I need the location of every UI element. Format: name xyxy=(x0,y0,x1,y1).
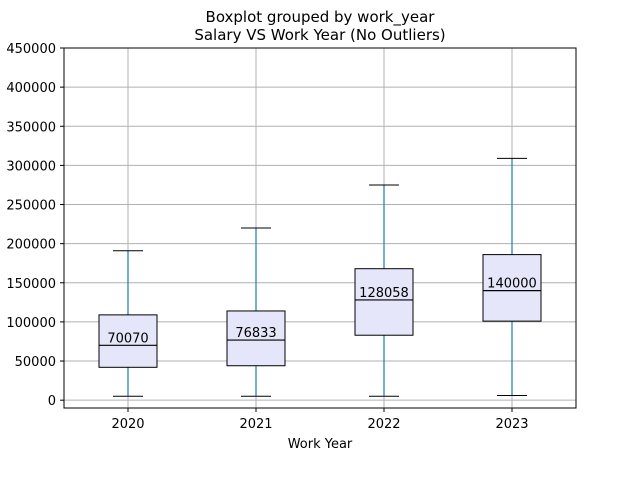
box-2023: 140000 xyxy=(482,157,542,396)
box-2020: 70070 xyxy=(98,250,158,397)
y-tick-label: 350000 xyxy=(6,120,56,135)
y-tick-label: 400000 xyxy=(6,81,56,96)
iqr-box xyxy=(354,268,414,336)
x-axis-label: Work Year xyxy=(288,437,353,452)
y-tick-label: 100000 xyxy=(6,316,56,331)
x-tick-label: 2023 xyxy=(495,417,528,432)
median-label: 70070 xyxy=(107,331,148,346)
chart-title: Boxplot grouped by work_year xyxy=(206,8,436,27)
iqr-box xyxy=(226,310,286,367)
tick-layer: 0 50000 100000 150000 200000 250000 300000 3500… xyxy=(6,42,528,432)
iqr-box xyxy=(98,314,158,368)
x-tick-label: 2021 xyxy=(239,417,272,432)
y-tick-label: 200000 xyxy=(6,238,56,253)
x-tick-label: 2020 xyxy=(111,417,144,432)
median-label: 140000 xyxy=(487,277,537,292)
box-2022: 128058 xyxy=(354,184,414,397)
median-label: 128058 xyxy=(359,286,409,301)
y-tick-label: 300000 xyxy=(6,159,56,174)
chart-subtitle: Salary VS Work Year (No Outliers) xyxy=(194,26,445,44)
box-2021: 76833 xyxy=(226,227,286,397)
x-tick-label: 2022 xyxy=(367,417,400,432)
y-tick-label: 150000 xyxy=(6,277,56,292)
median-label: 76833 xyxy=(235,326,276,341)
box-layer: 70070 76833 128058 140000 xyxy=(98,157,542,397)
plot-frame xyxy=(63,47,577,409)
y-tick-label: 0 xyxy=(48,394,56,409)
y-tick-label: 50000 xyxy=(15,355,56,370)
y-tick-label: 250000 xyxy=(6,199,56,214)
iqr-box xyxy=(482,254,542,322)
y-tick-label: 450000 xyxy=(6,42,56,57)
